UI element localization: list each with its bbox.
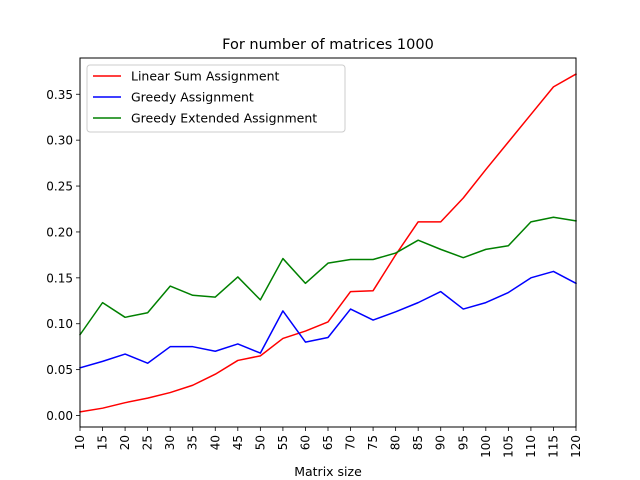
series-line-2 [79, 270, 578, 369]
x-tick-label: 115 [546, 435, 560, 458]
x-tick-label: 70 [344, 435, 358, 450]
x-tick-label: 20 [118, 435, 132, 450]
x-tick-label: 105 [501, 435, 515, 458]
plot-lines [78, 73, 578, 413]
x-tick-label: 95 [456, 435, 470, 450]
y-tick-label: 0.00 [46, 409, 73, 423]
chart-title: For number of matrices 1000 [222, 37, 434, 53]
x-tick-label: 90 [434, 435, 448, 450]
series-line-1 [79, 73, 578, 413]
x-tick-label: 10 [73, 435, 87, 450]
x-tick-label: 85 [411, 435, 425, 450]
x-tick-label: 35 [186, 435, 200, 450]
x-tick-label: 75 [366, 435, 380, 450]
legend: Linear Sum Assignment Greedy Assignment Gr… [86, 64, 346, 133]
y-tick-label: 0.20 [46, 225, 73, 239]
x-tick-label: 30 [163, 435, 177, 450]
legend-label-3: Greedy Extended Assignment [131, 111, 317, 126]
y-tick-label: 0.30 [46, 134, 73, 148]
x-tick-label: 55 [276, 435, 290, 450]
x-tick-label: 45 [231, 435, 245, 450]
x-tick-label: 100 [479, 435, 493, 458]
x-tick-label: 50 [253, 435, 267, 450]
x-tick-label: 120 [569, 435, 583, 458]
y-tick-label: 0.10 [46, 317, 73, 331]
x-tick-label: 25 [141, 435, 155, 450]
x-tick-label: 15 [96, 435, 110, 450]
legend-label-2: Greedy Assignment [131, 90, 254, 105]
y-axis: 0.00 0.05 0.10 0.15 0.20 0.25 0.30 0.35 [46, 88, 80, 423]
x-tick-label: 80 [389, 435, 403, 450]
x-tick-label: 110 [524, 435, 538, 458]
x-tick-label: 40 [208, 435, 222, 450]
y-tick-label: 0.15 [46, 271, 73, 285]
y-tick-label: 0.35 [46, 88, 73, 102]
legend-label-1: Linear Sum Assignment [131, 69, 280, 84]
x-tick-label: 60 [298, 435, 312, 450]
y-tick-label: 0.25 [46, 180, 73, 194]
x-axis-title: Matrix size [294, 464, 362, 479]
series-line-3 [78, 216, 577, 336]
x-tick-label: 65 [321, 435, 335, 450]
x-axis: 10 15 20 25 30 35 40 45 50 55 60 65 70 75 80 85 90 95 100 1… [73, 427, 583, 458]
y-tick-label: 0.05 [46, 363, 73, 377]
legend-frame [86, 64, 346, 133]
